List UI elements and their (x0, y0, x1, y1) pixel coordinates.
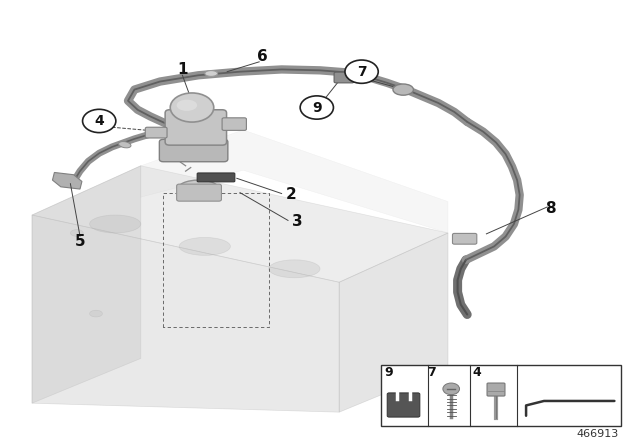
Ellipse shape (205, 71, 218, 77)
Text: 9: 9 (312, 100, 322, 115)
Bar (381, 365, 621, 426)
Polygon shape (141, 130, 448, 233)
Text: 5: 5 (75, 234, 85, 250)
Polygon shape (32, 215, 339, 412)
Polygon shape (52, 172, 82, 189)
Ellipse shape (393, 84, 413, 95)
FancyBboxPatch shape (197, 173, 235, 182)
Ellipse shape (178, 180, 220, 198)
Ellipse shape (177, 99, 197, 111)
FancyBboxPatch shape (387, 393, 420, 417)
Ellipse shape (90, 215, 141, 233)
FancyBboxPatch shape (145, 127, 167, 138)
Polygon shape (32, 166, 448, 282)
Polygon shape (32, 166, 141, 403)
Text: 9: 9 (385, 366, 394, 379)
Polygon shape (339, 233, 448, 412)
Text: 2: 2 (286, 187, 296, 202)
Ellipse shape (179, 237, 230, 255)
FancyBboxPatch shape (177, 184, 221, 201)
Circle shape (443, 383, 460, 395)
FancyBboxPatch shape (222, 118, 246, 130)
FancyBboxPatch shape (159, 139, 228, 162)
Ellipse shape (70, 229, 83, 237)
FancyBboxPatch shape (165, 110, 227, 145)
Ellipse shape (90, 310, 102, 317)
Text: 7: 7 (428, 366, 436, 379)
Text: 4: 4 (472, 366, 481, 379)
Text: 8: 8 (545, 201, 556, 216)
FancyBboxPatch shape (452, 233, 477, 244)
Ellipse shape (269, 260, 320, 278)
FancyBboxPatch shape (334, 72, 354, 83)
FancyBboxPatch shape (487, 383, 505, 396)
Text: 4: 4 (94, 114, 104, 128)
Text: 3: 3 (292, 214, 303, 229)
Ellipse shape (118, 142, 131, 148)
Circle shape (300, 96, 333, 119)
Text: 1: 1 (177, 62, 188, 77)
Text: 466913: 466913 (577, 429, 619, 439)
Text: 6: 6 (257, 48, 268, 64)
Circle shape (83, 109, 116, 133)
Ellipse shape (170, 93, 214, 122)
Text: 7: 7 (356, 65, 367, 79)
Circle shape (345, 60, 378, 83)
